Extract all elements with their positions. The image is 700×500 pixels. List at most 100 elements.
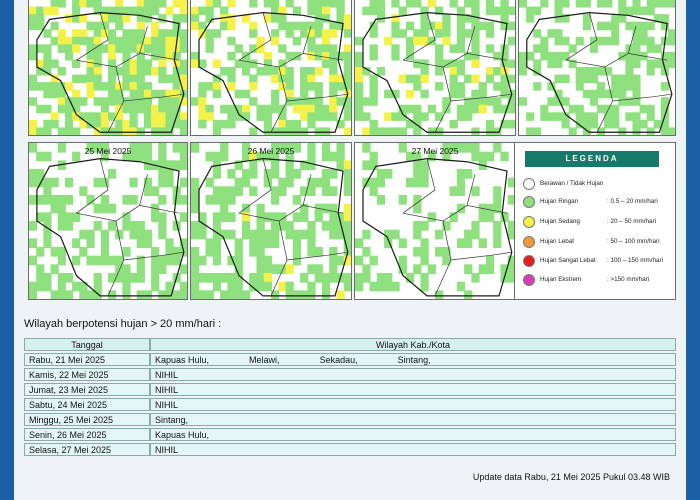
rain-cell	[427, 264, 436, 274]
rain-cell	[493, 104, 502, 114]
rain-cell	[561, 51, 570, 61]
rain-cell	[507, 74, 515, 84]
rain-cell	[212, 221, 222, 231]
map-panel-7: 27 Mei 2025	[354, 142, 516, 300]
rain-cell	[241, 143, 251, 153]
rain-cell	[597, 89, 606, 99]
rain-cell	[300, 97, 309, 106]
rain-cell	[165, 6, 174, 16]
rain-cell	[471, 51, 480, 61]
district-boundary	[450, 251, 512, 261]
rain-cell	[278, 264, 287, 274]
rain-cell	[575, 36, 584, 46]
rain-cell	[307, 264, 316, 274]
rain-cell	[369, 119, 378, 129]
rain-cell	[507, 97, 515, 106]
rain-cell	[43, 119, 52, 129]
rain-cell	[271, 0, 280, 8]
province-outline	[362, 157, 513, 297]
rain-cell	[405, 89, 415, 99]
rain-cell	[405, 177, 415, 188]
rain-cell	[442, 151, 451, 162]
rain-cell	[72, 36, 81, 46]
rain-cell	[384, 169, 393, 179]
rain-cell	[343, 127, 351, 135]
rain-cell	[249, 0, 258, 8]
rain-cell	[314, 97, 323, 106]
table-header-row: Tanggal Wilayah Kab./Kota	[24, 338, 676, 351]
rain-cell	[79, 112, 88, 121]
rain-cell	[604, 112, 613, 121]
rain-cell	[632, 36, 641, 46]
rain-cell	[158, 104, 167, 114]
rain-cell	[263, 273, 272, 283]
rain-cell	[249, 97, 258, 106]
rain-cell	[43, 127, 52, 135]
rain-cell	[64, 112, 74, 121]
rain-cell	[292, 36, 302, 46]
rain-cell	[29, 82, 38, 91]
rain-cell	[108, 203, 117, 214]
rain-cell	[597, 21, 606, 31]
rain-cell	[343, 281, 351, 292]
rain-cell	[278, 59, 287, 68]
rain-map	[191, 143, 351, 299]
rain-cell	[343, 273, 351, 283]
rain-cell	[343, 97, 351, 106]
rain-cell	[241, 203, 251, 214]
rain-cell	[158, 264, 167, 274]
rain-cell	[172, 160, 181, 170]
rain-cell	[355, 82, 364, 91]
rain-cell	[172, 44, 181, 53]
rain-cell	[561, 36, 570, 46]
rain-cell	[500, 59, 509, 68]
rain-cell	[362, 264, 371, 274]
rain-cell	[165, 177, 174, 188]
rain-cell	[376, 273, 386, 283]
row-regions: Kapuas Hulu, Melawi, Sekadau, Sintang,	[150, 353, 676, 366]
rain-cell	[336, 74, 345, 84]
rain-cell	[143, 67, 153, 76]
rain-cell	[660, 97, 669, 106]
rain-cell	[93, 21, 102, 31]
rain-cell	[413, 229, 422, 240]
district-boundary	[402, 53, 508, 68]
rain-cell	[456, 6, 466, 16]
rain-cell	[143, 238, 153, 248]
rain-cell	[405, 21, 415, 31]
rain-cell	[485, 44, 495, 53]
legend-label: Hujan Ekstrem	[540, 276, 582, 283]
rain-cell	[86, 21, 95, 31]
rain-cell	[618, 97, 627, 106]
district-boundary	[76, 53, 180, 68]
rain-cell	[343, 255, 351, 266]
rain-cell	[646, 104, 655, 114]
rain-cell	[136, 74, 145, 84]
rain-cell	[165, 290, 174, 299]
rain-cell	[191, 247, 200, 257]
rain-cell	[108, 82, 117, 91]
rain-cell	[29, 281, 38, 292]
rain-cell	[442, 36, 451, 46]
rain-cell	[292, 255, 302, 266]
rain-cell	[57, 36, 66, 46]
table-row: Sabtu, 24 Mei 2025 NIHIL	[24, 398, 676, 411]
rain-cell	[442, 247, 451, 257]
rain-cell	[500, 51, 509, 61]
rain-cell	[321, 29, 331, 38]
rain-cell	[227, 51, 236, 61]
rain-cell	[57, 104, 66, 114]
rain-cell	[198, 82, 207, 91]
rain-cell	[660, 67, 669, 76]
rain-cell	[420, 273, 429, 283]
rain-cell	[442, 14, 451, 23]
rain-cell	[271, 127, 280, 135]
rain-cell	[471, 74, 480, 84]
rain-cell	[413, 203, 422, 214]
rain-cell	[376, 0, 386, 8]
rain-cell	[285, 177, 294, 188]
rain-cell	[575, 82, 584, 91]
rain-cell	[398, 195, 407, 205]
rain-cell	[271, 212, 280, 222]
row-date: Senin, 26 Mei 2025	[24, 428, 150, 441]
